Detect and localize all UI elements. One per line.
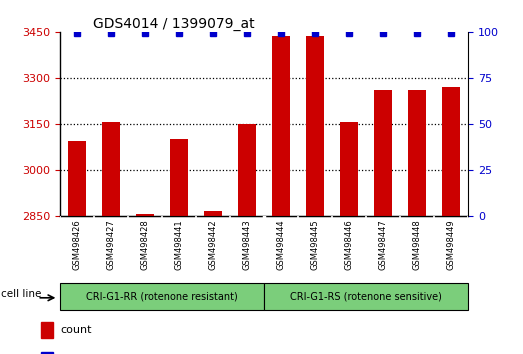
Bar [238, 124, 256, 216]
Text: CRI-G1-RS (rotenone sensitive): CRI-G1-RS (rotenone sensitive) [290, 291, 442, 302]
Bar [306, 36, 324, 216]
Text: cell line: cell line [1, 289, 41, 299]
Bar [204, 211, 222, 216]
Bar [408, 90, 426, 216]
Bar [264, 283, 468, 310]
Bar [60, 283, 264, 310]
Bar [68, 141, 86, 216]
Text: GSM498427: GSM498427 [107, 219, 116, 270]
Text: GSM498447: GSM498447 [379, 219, 388, 270]
Bar [102, 122, 120, 216]
Text: GSM498449: GSM498449 [447, 219, 456, 270]
Bar [272, 36, 290, 216]
Bar [41, 322, 53, 338]
Bar [136, 215, 154, 216]
Bar [340, 122, 358, 216]
Bar [374, 90, 392, 216]
Text: GSM498445: GSM498445 [311, 219, 320, 270]
Text: GSM498442: GSM498442 [209, 219, 218, 270]
Text: GDS4014 / 1399079_at: GDS4014 / 1399079_at [93, 17, 254, 31]
Bar [170, 139, 188, 216]
Bar [442, 87, 460, 216]
Text: count: count [61, 325, 92, 336]
Text: GSM498441: GSM498441 [175, 219, 184, 270]
Text: CRI-G1-RR (rotenone resistant): CRI-G1-RR (rotenone resistant) [86, 291, 238, 302]
Text: GSM498444: GSM498444 [277, 219, 286, 270]
Text: GSM498443: GSM498443 [243, 219, 252, 270]
Text: GSM498448: GSM498448 [413, 219, 422, 270]
Text: GSM498446: GSM498446 [345, 219, 354, 270]
Bar [41, 352, 53, 354]
Text: GSM498428: GSM498428 [141, 219, 150, 270]
Text: GSM498426: GSM498426 [73, 219, 82, 270]
